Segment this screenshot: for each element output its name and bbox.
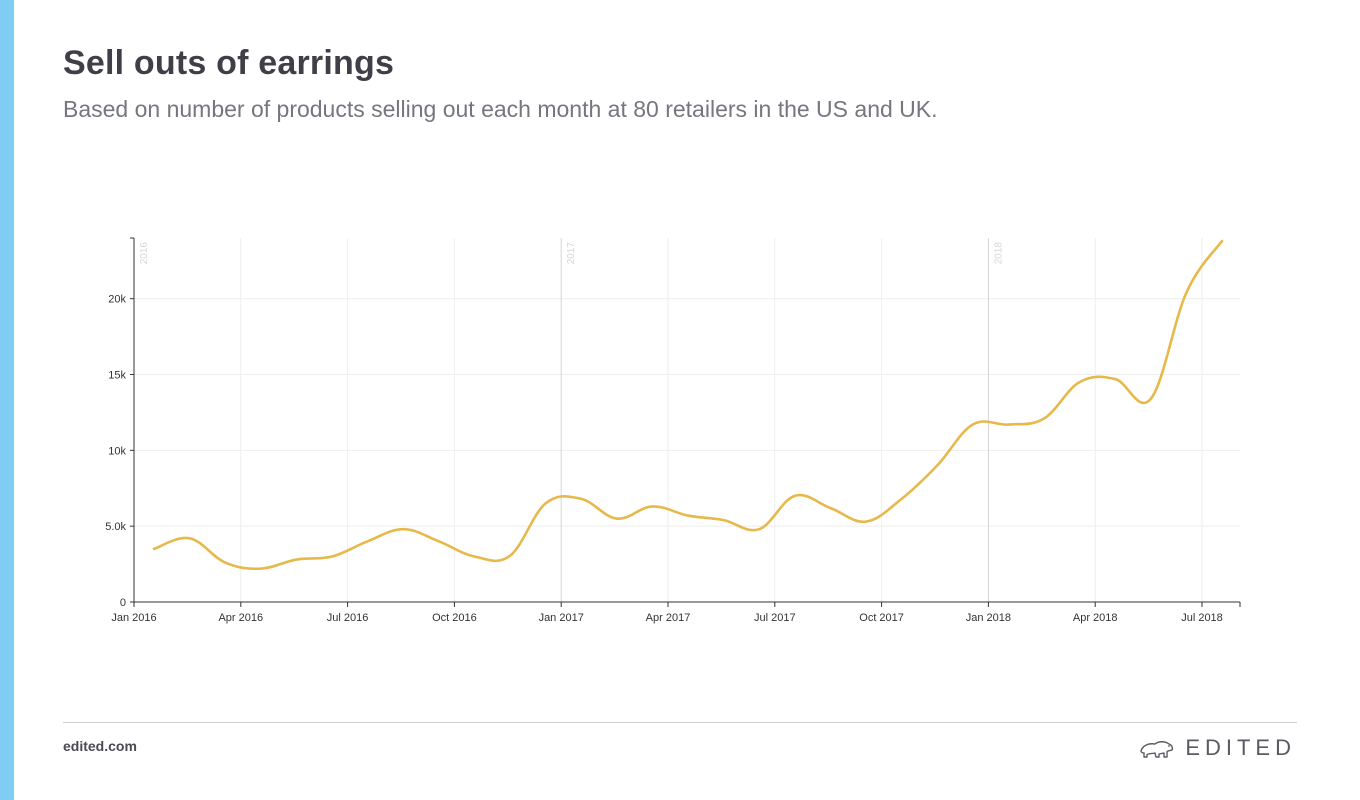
- year-marker-label: 2018: [993, 242, 1004, 265]
- x-tick-label: Jul 2018: [1181, 612, 1223, 624]
- page-subtitle: Based on number of products selling out …: [63, 96, 938, 122]
- brand-wordmark: EDITED: [1185, 735, 1296, 760]
- year-marker-label: 2016: [139, 242, 150, 265]
- y-tick-label: 15k: [108, 370, 126, 382]
- x-tick-label: Jan 2017: [539, 612, 584, 624]
- x-tick-label: Apr 2016: [218, 612, 263, 624]
- x-tick-label: Jul 2016: [327, 612, 369, 624]
- page-title: Sell outs of earrings: [63, 44, 395, 82]
- footer-link[interactable]: edited.com: [63, 738, 137, 754]
- x-tick-label: Apr 2017: [646, 612, 691, 624]
- y-tick-label: 5.0k: [105, 521, 126, 533]
- polar-bear-icon: [1140, 741, 1174, 758]
- x-tick-label: Jul 2017: [754, 612, 796, 624]
- x-tick-label: Jan 2016: [111, 612, 156, 624]
- y-tick-label: 10k: [108, 445, 126, 457]
- x-tick-label: Oct 2016: [432, 612, 477, 624]
- y-tick-label: 20k: [108, 294, 126, 306]
- year-marker-label: 2017: [566, 242, 577, 265]
- accent-bar: [0, 0, 14, 800]
- brand-logo: EDITED: [1139, 735, 1296, 761]
- y-tick-label: 0: [120, 597, 126, 609]
- x-tick-label: Jan 2018: [966, 612, 1011, 624]
- series-line: [152, 239, 1224, 571]
- footer-divider: [63, 722, 1297, 723]
- x-tick-label: Oct 2017: [859, 612, 904, 624]
- x-tick-label: Apr 2018: [1073, 612, 1118, 624]
